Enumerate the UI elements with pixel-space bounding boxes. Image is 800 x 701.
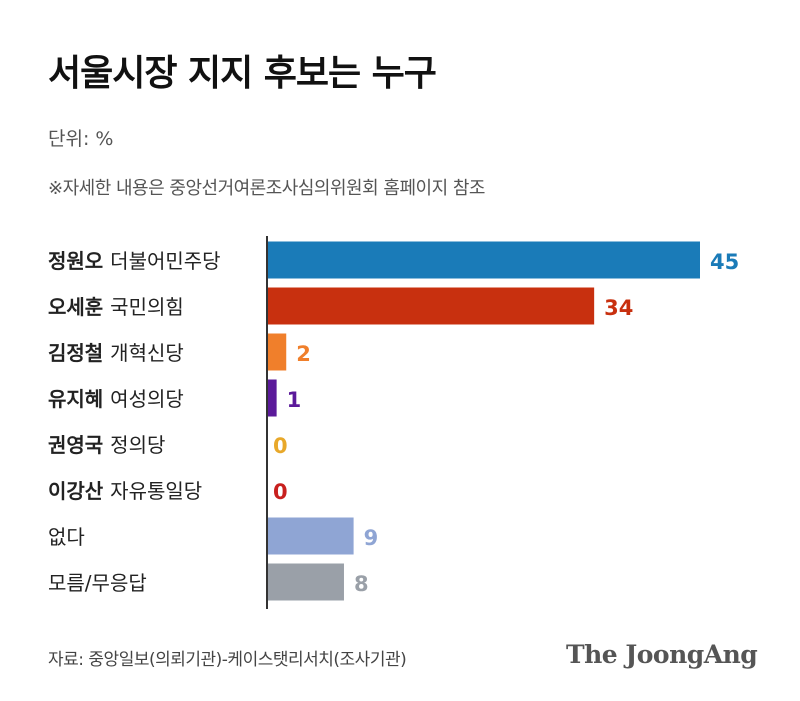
candidate-name: 김정철 xyxy=(48,341,110,365)
source-note: 자료: 중앙일보(의뢰기관)-케이스탯리서치(조사기관) xyxy=(48,650,407,670)
reference-note: ※자세한 내용은 중앙선거여론조사심의위원회 홈페이지 참조 xyxy=(48,178,485,199)
party-label: 더불어민주당 xyxy=(110,249,220,273)
category-label: 이강산 자유통일당 xyxy=(48,479,202,503)
bar xyxy=(267,333,287,371)
category-label: 김정철 개혁신당 xyxy=(48,341,184,365)
category-label: 모름/무응답 xyxy=(48,571,147,595)
candidate-name: 이강산 xyxy=(48,479,110,503)
value-label: 9 xyxy=(364,526,379,550)
party-label: 없다 xyxy=(48,525,85,549)
bar xyxy=(267,379,277,417)
bar xyxy=(267,241,700,279)
bar xyxy=(267,287,595,325)
category-label: 유지혜 여성의당 xyxy=(48,387,184,411)
candidate-name: 정원오 xyxy=(48,249,110,273)
chart-title: 서울시장 지지 후보는 누구 xyxy=(48,53,437,94)
candidate-name: 유지혜 xyxy=(48,387,110,411)
candidate-name: 오세훈 xyxy=(48,295,110,319)
category-label: 정원오 더불어민주당 xyxy=(48,249,221,273)
category-label: 오세훈 국민의힘 xyxy=(48,295,184,319)
bar xyxy=(267,563,344,601)
party-label: 모름/무응답 xyxy=(48,571,147,595)
brand-logo: The JoongAng xyxy=(566,640,758,669)
value-label: 8 xyxy=(354,572,369,596)
unit-label: 단위: % xyxy=(48,128,114,150)
value-label: 1 xyxy=(287,388,302,412)
bar-chart: 정원오 더불어민주당 45 오세훈 국민의힘 34 김정철 개혁신당 2 유지혜 여성의당 1… xyxy=(48,236,739,609)
category-label: 권영국 정의당 xyxy=(48,433,165,457)
party-label: 국민의힘 xyxy=(110,295,184,319)
value-label: 45 xyxy=(710,250,739,274)
party-label: 자유통일당 xyxy=(110,479,202,503)
value-label: 0 xyxy=(273,480,288,504)
value-label: 34 xyxy=(604,296,633,320)
candidate-name: 권영국 xyxy=(48,433,110,457)
party-label: 정의당 xyxy=(110,433,165,457)
bar xyxy=(267,517,354,555)
value-label: 2 xyxy=(296,342,311,366)
party-label: 개혁신당 xyxy=(110,341,184,365)
category-label: 없다 xyxy=(48,525,85,549)
party-label: 여성의당 xyxy=(110,387,184,411)
value-label: 0 xyxy=(273,434,288,458)
